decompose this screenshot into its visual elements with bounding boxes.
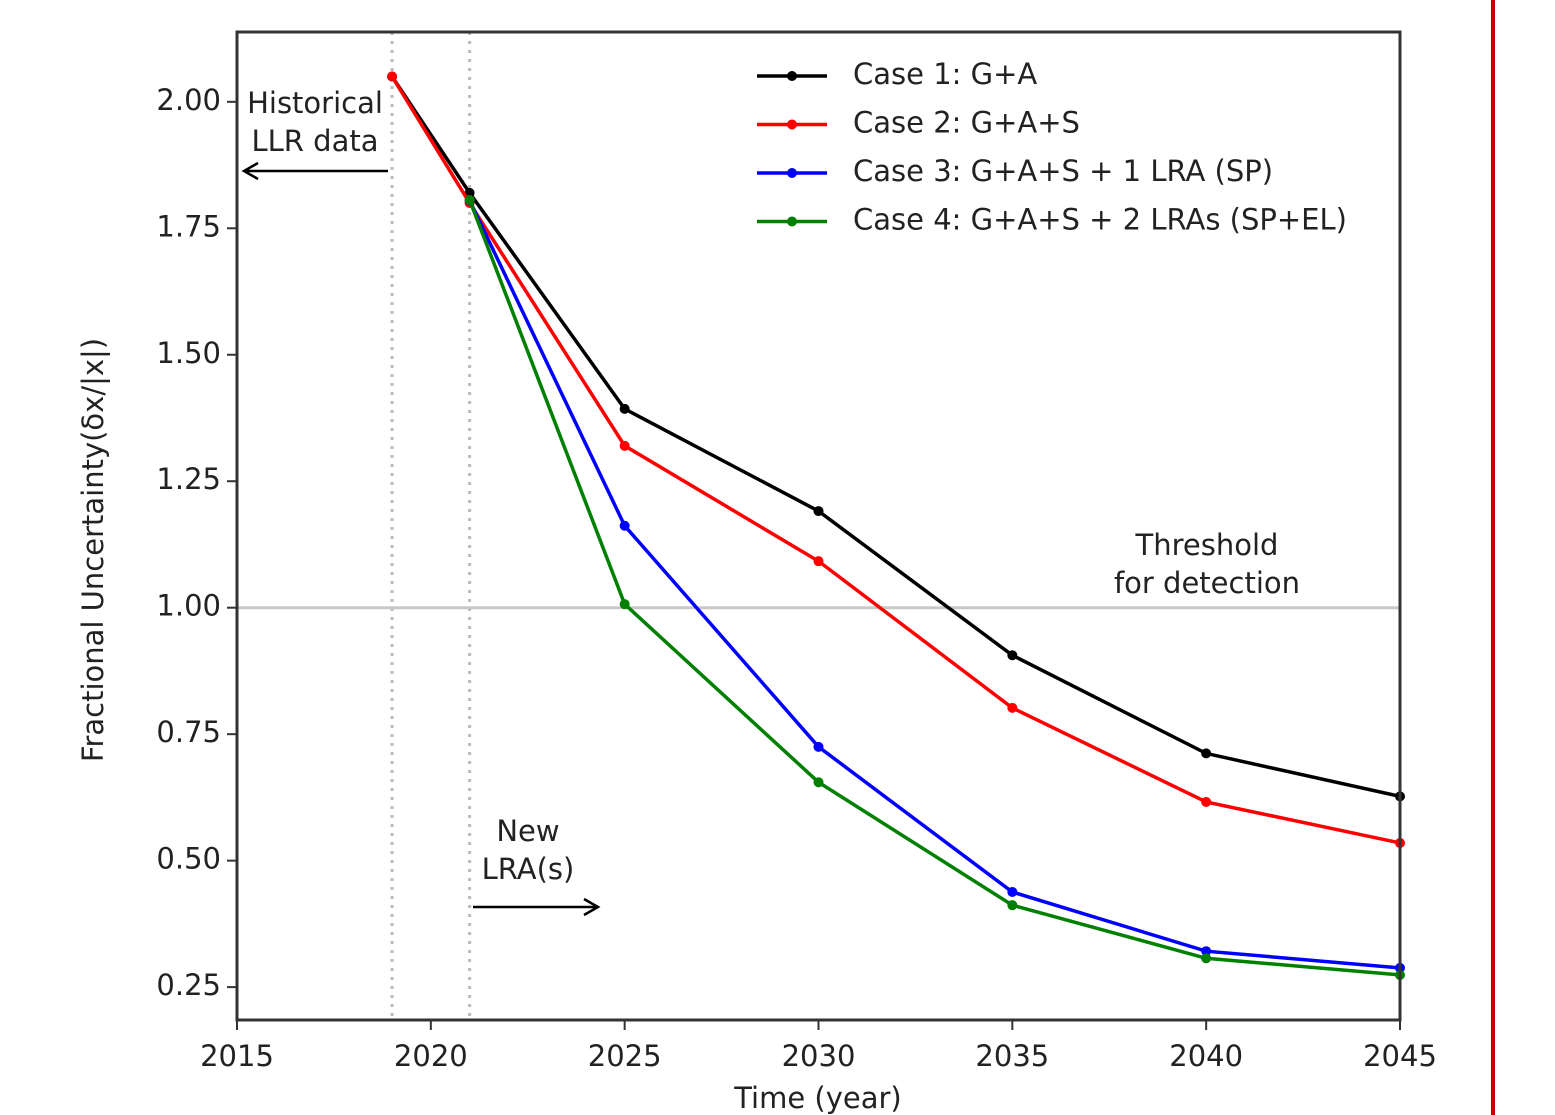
point [813,556,824,567]
x-tick-label: 2020 [394,1039,468,1073]
legend-marker [787,119,797,130]
point [813,741,824,752]
point [619,440,630,451]
annotation: Threshold [1135,528,1279,562]
point [464,194,475,205]
legend-marker [787,216,797,227]
legend-label: Case 2: G+A+S [853,106,1080,140]
legend-label: Case 3: G+A+S + 1 LRA (SP) [853,154,1273,188]
y-tick-label: 1.25 [156,462,221,496]
series-line [468,199,1401,970]
point [1201,953,1212,964]
point [1007,887,1018,898]
point [387,71,398,82]
point [619,520,630,531]
point [619,403,630,414]
point [1007,900,1018,911]
legend-label: Case 1: G+A [853,57,1037,91]
annotation: LLR data [251,124,378,158]
y-tick-label: 1.00 [156,589,221,623]
plot-frame [235,30,1402,1022]
point [1201,796,1212,807]
x-axis-label: Time (year) [733,1081,902,1115]
x-tick-label: 2030 [782,1039,856,1073]
y-tick-label: 0.75 [156,715,221,749]
y-tick-label: 0.25 [156,968,221,1002]
y-axis-label: Fractional Uncertainty(δx/|x|) [76,338,110,762]
x-tick-label: 2040 [1169,1039,1243,1073]
annotation: Historical [247,86,383,120]
legend-marker [787,71,797,81]
point [1201,748,1212,759]
y-tick-label: 1.50 [156,336,221,370]
x-tick-label: 2025 [588,1039,662,1073]
annotation: New [496,814,559,848]
point [1007,650,1018,661]
arrow-right [473,897,601,917]
series-line [390,75,1401,845]
point [464,187,475,198]
point [1007,702,1018,713]
series-line [467,199,1401,977]
point [813,506,824,517]
y-tick-label: 0.50 [156,842,221,876]
point [813,777,824,788]
y-tick-label: 1.75 [156,209,221,243]
x-tick-label: 2045 [1363,1039,1437,1073]
point [1201,946,1212,957]
point [619,599,630,610]
legend-marker [787,168,797,178]
y-tick-label: 2.00 [156,83,221,117]
x-tick-label: 2035 [975,1039,1049,1073]
legend-label: Case 4: G+A+S + 2 LRAs (SP+EL) [853,203,1347,237]
arrow-left [241,161,388,181]
x-tick-label: 2015 [200,1039,274,1073]
annotation: LRA(s) [482,852,575,886]
annotation: for detection [1114,566,1300,600]
